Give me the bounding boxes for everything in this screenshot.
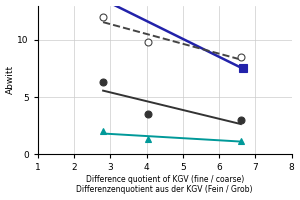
Y-axis label: Abwitt: Abwitt bbox=[6, 65, 15, 94]
X-axis label: Difference quotient of KGV (fine / coarse)
Differenzenquotient aus der KGV (Fein: Difference quotient of KGV (fine / coars… bbox=[76, 175, 253, 194]
